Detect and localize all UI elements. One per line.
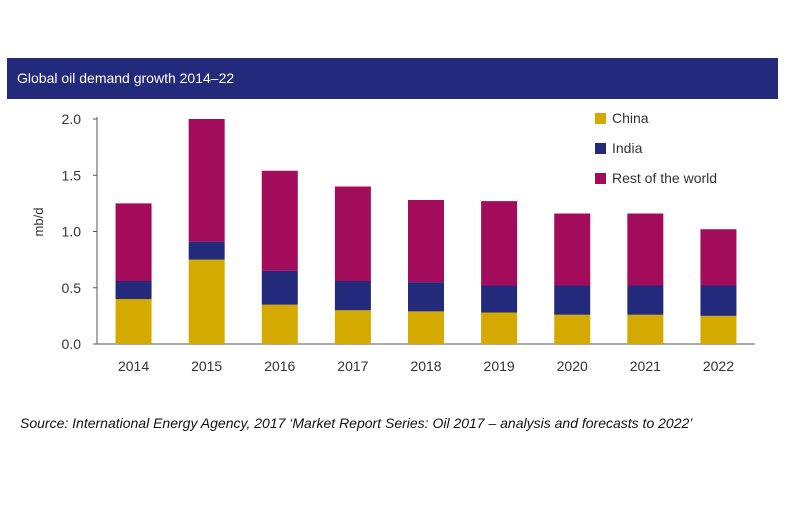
stacked-bar-chart: 0.0 0.5 1.0 1.5 2.0 2014 2015 2016 2017 2018 2019… (31, 110, 755, 374)
bar-segment-india (334, 281, 371, 311)
bar-segment-india (554, 285, 591, 315)
bar-segment-india (115, 281, 152, 299)
x-tick-label: 2018 (410, 358, 441, 374)
bar-segment-rest-of-the-world (700, 229, 737, 286)
y-tick-label: 0.5 (62, 280, 82, 296)
bar-segment-india (700, 285, 737, 316)
y-tick-label: 1.0 (62, 224, 82, 240)
x-tick-label: 2021 (630, 358, 661, 374)
bar-segment-rest-of-the-world (481, 201, 518, 286)
bar-segment-india (408, 282, 444, 312)
bar-segment-rest-of-the-world (334, 186, 371, 281)
bar-segment-rest-of-the-world (188, 119, 225, 242)
y-tick-label: 1.5 (62, 167, 82, 183)
bar-segment-china (481, 312, 518, 344)
bar-segment-china (261, 304, 298, 344)
bar-segment-india (627, 285, 664, 315)
x-tick-label: 2016 (264, 358, 295, 374)
y-tick-label: 2.0 (62, 111, 82, 127)
bar-segment-china (188, 259, 225, 344)
legend-swatch (595, 143, 606, 154)
x-tick-label: 2020 (557, 358, 588, 374)
bar-segment-china (700, 315, 737, 344)
x-axis: 2014 2015 2016 2017 2018 2019 2020 2021 2022 (97, 343, 755, 374)
x-tick-label: 2019 (484, 358, 515, 374)
bar-segment-rest-of-the-world (554, 213, 591, 286)
y-axis: 0.0 0.5 1.0 1.5 2.0 (62, 111, 98, 352)
y-tick-label: 0.0 (62, 336, 82, 352)
bars-group (115, 119, 737, 344)
x-tick-label: 2014 (118, 358, 149, 374)
bar-segment-china (554, 314, 591, 344)
bar-segment-rest-of-the-world (115, 203, 152, 281)
x-tick-label: 2015 (191, 358, 222, 374)
legend-label: India (612, 140, 643, 156)
bar-segment-rest-of-the-world (627, 213, 664, 286)
source-note: Source: International Energy Agency, 201… (20, 415, 693, 431)
x-tick-label: 2022 (703, 358, 734, 374)
bar-segment-rest-of-the-world (408, 200, 444, 283)
legend: China India Rest of the world (595, 110, 717, 186)
bar-segment-china (627, 314, 664, 344)
bar-segment-india (481, 285, 518, 313)
bar-segment-china (408, 311, 444, 344)
bar-segment-india (188, 241, 225, 260)
x-tick-label: 2017 (337, 358, 368, 374)
legend-swatch (595, 173, 606, 184)
legend-label: China (612, 110, 649, 126)
legend-label: Rest of the world (612, 170, 717, 186)
bar-segment-india (261, 270, 298, 305)
bar-segment-china (115, 299, 152, 344)
bar-segment-rest-of-the-world (261, 170, 298, 271)
legend-swatch (595, 113, 606, 124)
bar-segment-china (334, 310, 371, 344)
y-axis-label: mb/d (31, 208, 46, 237)
chart-title: Global oil demand growth 2014–22 (7, 58, 778, 99)
